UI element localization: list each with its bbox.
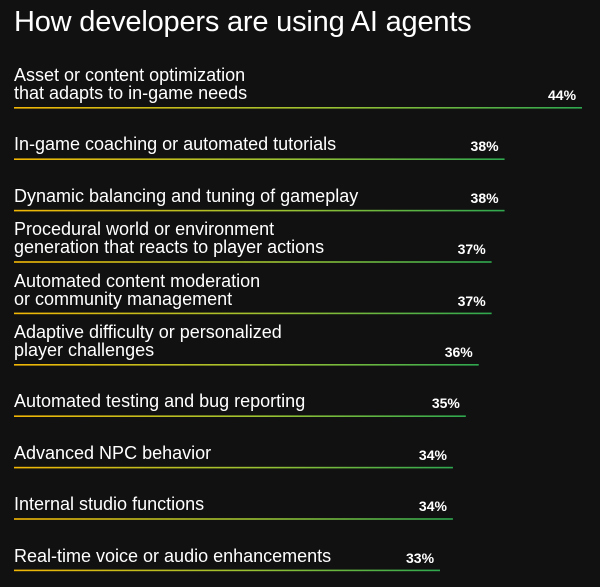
bar — [14, 261, 492, 263]
category-label: Automated testing and bug reporting — [14, 391, 306, 412]
value-label: 44% — [548, 87, 577, 103]
category-label: Internal studio functions — [14, 494, 205, 515]
value-label: 34% — [418, 498, 447, 515]
bar — [14, 209, 505, 212]
bar — [14, 569, 440, 572]
category-label: Asset or content optimization that adapt… — [14, 65, 248, 103]
value-label: 37% — [457, 241, 486, 258]
value-label: 34% — [418, 446, 447, 463]
bars-group — [14, 107, 582, 572]
value-label: 33% — [406, 549, 435, 566]
value-label: 38% — [470, 189, 499, 206]
bar — [14, 158, 505, 160]
category-label: Procedural world or environment generati… — [14, 219, 325, 258]
value-label: 37% — [457, 292, 486, 309]
category-label: Adaptive difficulty or personalized play… — [14, 322, 282, 360]
category-label: Automated content moderation or communit… — [14, 270, 261, 309]
value-label: 35% — [431, 395, 460, 412]
category-label: In-game coaching or automated tutorials — [14, 134, 337, 155]
category-label: Dynamic balancing and tuning of gameplay — [14, 185, 359, 206]
value-label: 38% — [470, 138, 499, 155]
bar — [14, 415, 466, 417]
chart-title: How developers are using AI agents — [14, 6, 472, 38]
bar — [14, 466, 453, 469]
category-label: Advanced NPC behavior — [14, 442, 212, 463]
category-label: Real-time voice or audio enhancements — [14, 545, 332, 566]
bar — [14, 107, 582, 109]
bar — [14, 518, 453, 520]
bar — [14, 312, 492, 315]
value-label: 36% — [444, 344, 473, 360]
bar — [14, 364, 479, 366]
